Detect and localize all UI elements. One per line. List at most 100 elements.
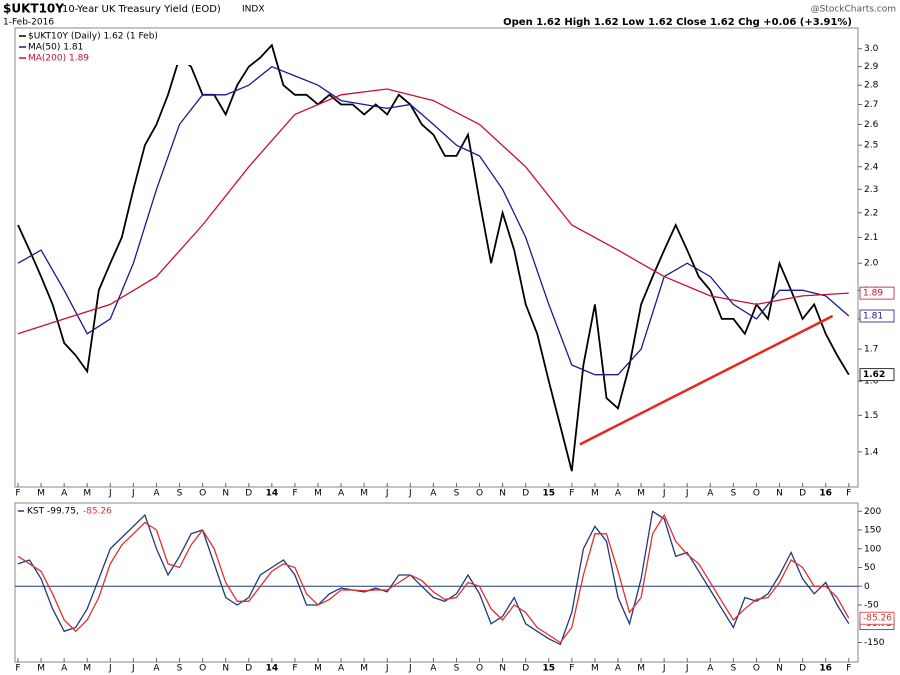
x-tick-label: F	[569, 664, 574, 674]
x-tick-label: M	[83, 489, 91, 499]
x-tick-label: M	[360, 489, 368, 499]
y-tick-label: 2.0	[864, 259, 879, 269]
x-tick-label: M	[314, 489, 322, 499]
x-tick-label: J	[408, 489, 412, 499]
x-tick-label: N	[776, 489, 783, 499]
y-tick-label: 100	[864, 544, 881, 554]
x-tick-label: J	[662, 664, 666, 674]
legend-label: -85.26	[83, 507, 112, 517]
x-tick-label: D	[522, 664, 529, 674]
symbol: $UKT10Y	[3, 2, 64, 16]
x-tick-label: F	[569, 489, 574, 499]
x-tick-label: F	[292, 489, 297, 499]
x-tick-label: A	[615, 489, 622, 499]
series-line	[17, 510, 850, 646]
quote: Open 1.62 High 1.62 Low 1.62 Close 1.62 …	[503, 17, 852, 28]
y-tick-label: 2.1	[864, 233, 878, 243]
x-tick-label: S	[454, 664, 460, 674]
x-tick-label: N	[222, 489, 229, 499]
x-tick-label: J	[108, 664, 112, 674]
y-tick-label: 2.9	[864, 62, 879, 72]
x-tick-label: D	[245, 664, 252, 674]
value-tag-label: 1.81	[863, 312, 883, 322]
x-tick-label: 15	[543, 664, 556, 674]
x-tick-label: J	[662, 489, 666, 499]
x-tick-label: N	[776, 664, 783, 674]
x-tick-label: 14	[266, 489, 279, 499]
x-tick-label: D	[522, 489, 529, 499]
value-tag	[859, 309, 895, 323]
x-tick-label: M	[314, 664, 322, 674]
y-tick-label: 150	[864, 526, 881, 536]
x-tick-label: O	[753, 489, 760, 499]
x-tick-label: J	[385, 664, 389, 674]
x-tick-label: 14	[266, 664, 279, 674]
x-tick-label: S	[731, 664, 737, 674]
x-tick-label: A	[338, 664, 345, 674]
x-tick-label: M	[37, 664, 45, 674]
x-tick-label: F	[292, 664, 297, 674]
x-tick-label: A	[61, 664, 68, 674]
x-tick-label: J	[131, 664, 135, 674]
x-tick-label: M	[83, 664, 91, 674]
x-tick-label: O	[476, 664, 483, 674]
y-tick-label: 1.7	[864, 345, 878, 355]
x-tick-label: 16	[819, 664, 832, 674]
x-tick-label: M	[637, 489, 645, 499]
value-tag-label: -85.26	[863, 614, 892, 624]
x-tick-label: A	[153, 489, 160, 499]
value-tag-label: 1.62	[863, 370, 885, 380]
x-tick-label: N	[222, 664, 229, 674]
x-tick-label: M	[360, 664, 368, 674]
value-tag	[859, 286, 895, 300]
x-tick-label: M	[591, 664, 599, 674]
date: 1-Feb-2016	[3, 18, 54, 28]
x-tick-label: N	[499, 489, 506, 499]
exchange: INDX	[242, 5, 264, 15]
x-tick-label: D	[799, 664, 806, 674]
instrument-name: 10-Year UK Treasury Yield (EOD)	[62, 4, 221, 15]
x-tick-label: M	[591, 489, 599, 499]
series-line	[17, 88, 849, 335]
series-line	[17, 43, 850, 472]
x-tick-label: O	[753, 664, 760, 674]
x-tick-label: J	[385, 489, 389, 499]
value-tag	[859, 368, 895, 382]
price-panel	[14, 27, 859, 488]
y-tick-label: -150	[864, 638, 885, 648]
y-tick-label: 200	[864, 507, 881, 517]
x-tick-label: M	[637, 664, 645, 674]
x-tick-label: M	[37, 489, 45, 499]
y-tick-label: 1.6	[864, 377, 879, 387]
y-tick-label: 2.5	[864, 141, 878, 151]
trendline	[579, 314, 834, 446]
x-tick-label: O	[199, 664, 206, 674]
kst-panel	[14, 502, 859, 663]
y-tick-label: 2.7	[864, 100, 878, 110]
legend-label: $UKT10Y (Daily) 1.62 (1 Feb)	[28, 32, 158, 42]
x-tick-label: O	[199, 489, 206, 499]
x-tick-label: S	[454, 489, 460, 499]
x-tick-label: N	[499, 664, 506, 674]
x-tick-label: F	[15, 664, 20, 674]
y-tick-label: 0	[864, 582, 870, 592]
x-tick-label: A	[707, 664, 714, 674]
y-tick-label: 3.0	[864, 44, 879, 54]
legend-label: KST -99.75,	[27, 507, 79, 517]
x-tick-label: D	[799, 489, 806, 499]
x-tick-label: A	[615, 664, 622, 674]
value-tag-label: 1.89	[863, 289, 883, 299]
legend-box	[16, 29, 202, 65]
y-tick-label: 50	[864, 563, 876, 573]
x-tick-label: A	[430, 489, 437, 499]
x-tick-label: S	[731, 489, 737, 499]
legend-label: MA(50) 1.81	[28, 43, 83, 53]
x-tick-label: A	[707, 489, 714, 499]
y-tick-label: 2.6	[864, 120, 879, 130]
x-tick-label: F	[846, 664, 851, 674]
x-tick-label: S	[177, 664, 183, 674]
x-tick-label: S	[177, 489, 183, 499]
source: @StockCharts.com	[811, 5, 896, 15]
x-tick-label: A	[61, 489, 68, 499]
